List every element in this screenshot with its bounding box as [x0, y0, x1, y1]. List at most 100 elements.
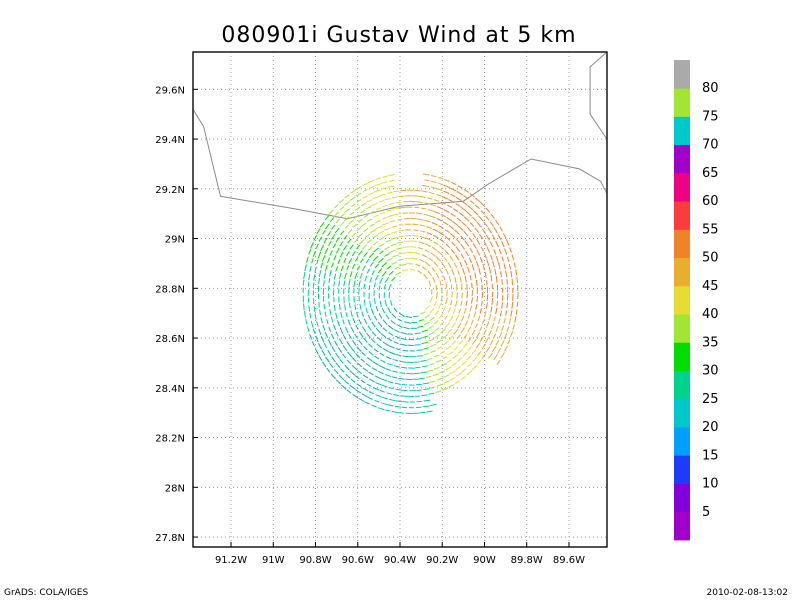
wind-vector — [342, 244, 348, 251]
wind-vector — [504, 345, 508, 352]
wind-vector — [323, 303, 326, 310]
wind-vector — [318, 236, 323, 242]
wind-vector — [484, 272, 487, 278]
wind-vector — [468, 257, 473, 264]
wind-vector — [398, 412, 404, 414]
wind-vector — [382, 327, 388, 332]
wind-vector — [463, 188, 469, 193]
wind-vector — [358, 339, 363, 345]
wind-vector — [460, 235, 465, 241]
wind-vector — [394, 335, 401, 339]
wind-vector — [331, 224, 336, 230]
wind-vector — [466, 370, 473, 376]
wind-vector — [449, 255, 454, 262]
wind-vector — [326, 257, 331, 264]
wind-vector — [442, 340, 449, 346]
wind-vector — [335, 352, 340, 359]
wind-vector — [348, 278, 351, 286]
wind-vector — [506, 302, 509, 309]
wind-vector — [333, 304, 336, 312]
wind-vector — [433, 210, 440, 215]
wind-vector — [447, 204, 453, 209]
wind-vector — [511, 254, 515, 261]
wind-vector — [365, 363, 371, 368]
wind-vector — [354, 304, 357, 310]
wind-vector — [393, 307, 398, 313]
wind-vector — [330, 316, 334, 323]
wind-vector — [387, 381, 394, 384]
wind-vector — [374, 375, 382, 380]
wind-vector — [506, 256, 510, 263]
wind-vector — [400, 332, 408, 335]
wind-vector — [362, 265, 366, 272]
wind-vector — [490, 213, 495, 219]
wind-vector — [463, 216, 470, 222]
wind-vector — [361, 195, 368, 199]
wind-vector — [455, 314, 460, 322]
wind-vector — [460, 327, 466, 334]
wind-vector — [466, 291, 468, 299]
wind-vector — [375, 305, 379, 312]
colorbar-label: 15 — [702, 448, 719, 463]
colorbar-swatch — [674, 511, 690, 541]
colorbar-label: 35 — [702, 335, 719, 350]
wind-vector — [455, 300, 458, 307]
colorbar-label: 75 — [702, 109, 719, 124]
wind-vector — [384, 373, 392, 377]
wind-vector — [493, 227, 498, 234]
wind-vector — [328, 326, 332, 332]
wind-vector — [372, 241, 379, 246]
wind-vector — [329, 362, 334, 368]
wind-vector — [434, 199, 440, 202]
wind-vector — [451, 322, 456, 328]
wind-vector — [369, 300, 372, 308]
wind-vector — [368, 378, 375, 383]
footer-left: GrADS: COLA/IGES — [4, 588, 89, 598]
wind-vector — [363, 337, 368, 343]
wind-vector — [371, 331, 377, 337]
wind-vector — [406, 361, 414, 364]
wind-vector — [388, 270, 394, 276]
wind-vector — [333, 281, 335, 287]
wind-vector — [423, 353, 430, 356]
wind-vector — [454, 229, 460, 235]
wind-vector — [479, 336, 484, 343]
wind-vector — [323, 280, 325, 287]
colorbar: 5 10 15 20 25 30 35 40 45 50 55 60 65 70 75 80 — [674, 60, 719, 541]
wind-vector — [433, 354, 440, 358]
wind-vector — [395, 388, 403, 391]
wind-vector — [487, 227, 492, 234]
wind-vector — [491, 346, 497, 353]
wind-vector — [460, 376, 466, 380]
wind-vector — [479, 256, 483, 263]
wind-vector — [339, 199, 345, 204]
wind-vector — [459, 261, 463, 268]
colorbar-swatch — [674, 427, 690, 456]
wind-vector — [358, 280, 361, 288]
wind-vector — [427, 357, 433, 361]
wind-vector — [458, 212, 465, 217]
wind-vector — [403, 326, 410, 330]
wind-vector — [451, 340, 457, 345]
wind-vector — [483, 221, 488, 228]
wind-vector — [385, 356, 392, 360]
wind-vector — [340, 368, 345, 373]
wind-vector — [507, 293, 509, 301]
wind-vector — [379, 250, 384, 255]
wind-vector — [495, 326, 499, 332]
wind-vector — [503, 332, 508, 340]
wind-vector — [455, 366, 461, 371]
wind-vector — [318, 301, 320, 308]
colorbar-swatch — [674, 398, 690, 428]
wind-vector — [420, 371, 428, 374]
wind-vector — [311, 341, 315, 347]
wind-vector — [469, 247, 474, 253]
wind-vector — [397, 218, 403, 221]
y-tick-label: 29.6N — [155, 85, 185, 96]
wind-vector — [331, 262, 334, 268]
wind-vector — [395, 353, 402, 357]
wind-vector — [365, 307, 368, 314]
wind-vector — [391, 313, 397, 319]
wind-vector — [364, 275, 368, 282]
wind-vector — [455, 372, 463, 377]
